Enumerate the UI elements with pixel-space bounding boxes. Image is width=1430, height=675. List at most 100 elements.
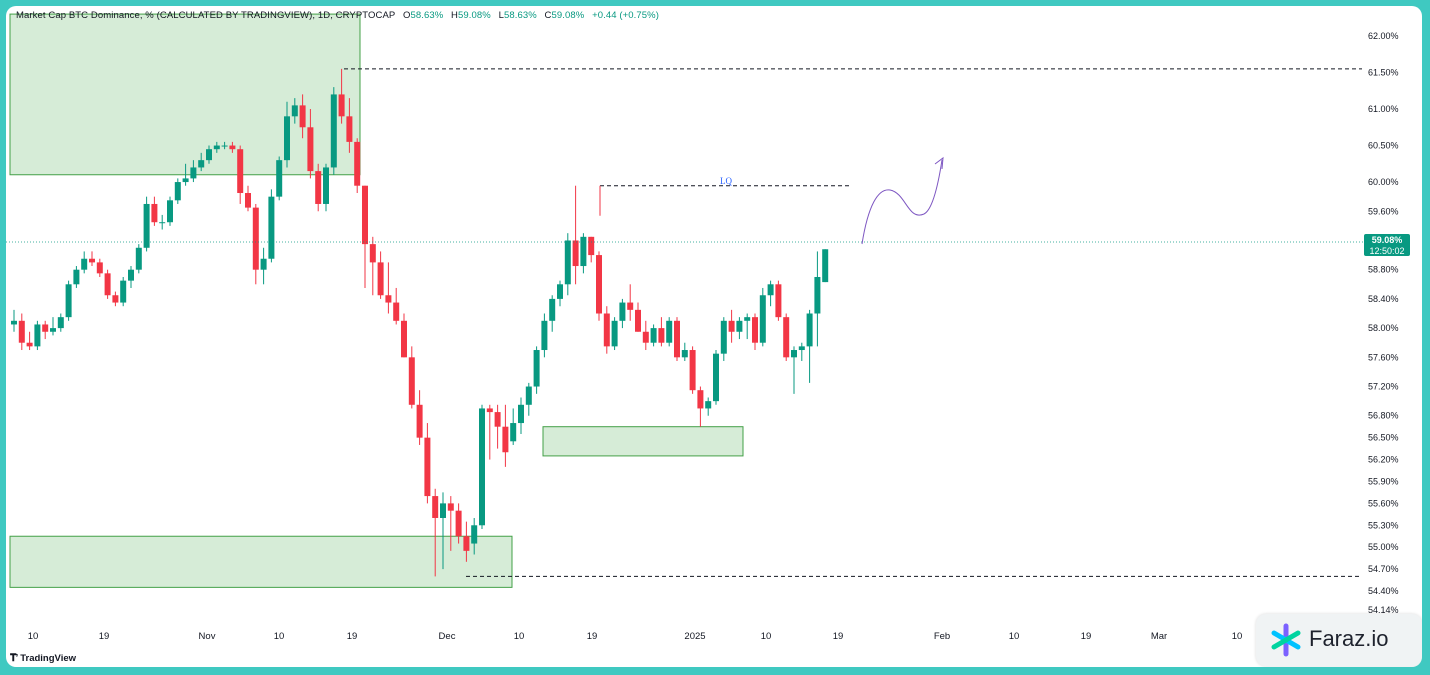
candle-body xyxy=(713,353,719,402)
symbol-header: Market Cap BTC Dominance, % (CALCULATED … xyxy=(16,10,659,21)
x-tick-label: 19 xyxy=(833,631,844,642)
candle-body xyxy=(18,320,25,343)
y-tick-label: 55.60% xyxy=(1368,498,1399,508)
candle-body xyxy=(42,324,49,332)
candle-body xyxy=(432,496,439,518)
candle-body xyxy=(440,503,446,518)
tradingview-logo[interactable]: 𝐓’ TradingView xyxy=(10,653,76,664)
x-tick-label: 19 xyxy=(99,631,110,642)
candle-body xyxy=(541,320,548,351)
candle-body xyxy=(268,196,275,259)
close-label: C xyxy=(544,10,552,21)
chart-frame: 62.00%61.50%61.00%60.50%60.00%59.60%59.2… xyxy=(6,6,1422,667)
y-tick-label: 57.20% xyxy=(1368,382,1399,392)
candle-body xyxy=(744,317,751,321)
candle-body xyxy=(65,284,72,318)
demand-supply-zone xyxy=(542,426,744,457)
high-label: H xyxy=(451,10,458,21)
candle-body xyxy=(510,423,517,442)
tv-logo-icon: 𝐓’ xyxy=(10,653,18,664)
x-tick-label: 2025 xyxy=(684,631,705,642)
candle-body xyxy=(104,273,111,296)
x-tick-label: Nov xyxy=(199,631,216,642)
candle-body xyxy=(533,350,540,387)
candle-body xyxy=(814,276,821,314)
candle-body xyxy=(284,116,290,161)
demand-supply-zone xyxy=(9,535,513,588)
candle-body xyxy=(416,404,423,438)
y-tick-label: 61.50% xyxy=(1368,68,1399,78)
candle-body xyxy=(728,320,735,332)
candle-body xyxy=(237,149,244,194)
candle-body xyxy=(572,240,579,267)
open-label: O xyxy=(402,10,411,21)
candle-body xyxy=(627,302,634,310)
candle-body xyxy=(315,171,322,204)
arrow-head-icon xyxy=(934,156,944,170)
candle-body xyxy=(182,178,189,183)
x-tick-label: 19 xyxy=(1081,631,1092,642)
y-tick-label: 60.50% xyxy=(1368,141,1399,151)
candle-body xyxy=(174,182,181,201)
bar-countdown: 12:50:02 xyxy=(1369,245,1405,256)
candle-body xyxy=(674,320,680,358)
x-tick-label: 19 xyxy=(347,631,358,642)
candle-body xyxy=(705,401,712,409)
close-value: 59.08% xyxy=(551,10,585,21)
candle-body xyxy=(775,284,782,318)
candle-body xyxy=(689,350,696,391)
candle-body xyxy=(650,328,657,343)
faraz-logo-icon xyxy=(1271,623,1301,657)
candle-body xyxy=(346,116,353,142)
candle-body xyxy=(120,280,127,303)
lq-label: LQ xyxy=(720,176,732,186)
candle-body xyxy=(151,203,158,223)
change-value: +0.44 (+0.75%) xyxy=(592,10,659,21)
candle-body xyxy=(338,94,345,117)
candle-body xyxy=(603,313,610,347)
candle-body xyxy=(424,437,431,497)
candle-body xyxy=(354,141,361,186)
candle-body xyxy=(330,94,337,168)
y-tick-label: 62.00% xyxy=(1368,31,1399,41)
candle-body xyxy=(276,160,283,197)
candle-body xyxy=(323,167,329,204)
candle-body xyxy=(135,247,142,270)
tradingview-text: TradingView xyxy=(20,653,77,664)
y-tick-label: 56.50% xyxy=(1368,433,1399,443)
y-tick-label: 56.80% xyxy=(1368,411,1399,421)
candle-body xyxy=(393,302,400,321)
candle-body xyxy=(299,105,306,128)
candle-body xyxy=(447,503,454,511)
candle-body xyxy=(89,258,95,263)
candle-body xyxy=(245,193,251,208)
candle-body xyxy=(752,317,758,343)
projection-arrow xyxy=(861,159,943,245)
candle-body xyxy=(806,313,813,347)
candle-body xyxy=(557,284,563,299)
candle-body xyxy=(369,244,376,263)
candle-body xyxy=(50,328,56,332)
candle-body xyxy=(494,412,501,427)
x-tick-label: 19 xyxy=(587,631,598,642)
candle-body xyxy=(34,324,41,347)
candle-body xyxy=(463,536,470,551)
candlestick-chart[interactable]: 62.00%61.50%61.00%60.50%60.00%59.60%59.2… xyxy=(6,6,1422,667)
y-tick-label: 58.00% xyxy=(1368,323,1399,333)
y-tick-label: 56.20% xyxy=(1368,455,1399,465)
y-tick-label: 54.14% xyxy=(1368,605,1399,615)
open-value: 58.63% xyxy=(410,10,444,21)
candle-body xyxy=(11,320,17,325)
candle-body xyxy=(471,525,478,544)
candle-body xyxy=(455,510,462,537)
candle-body xyxy=(767,284,774,296)
candle-body xyxy=(486,408,493,413)
candle-body xyxy=(596,255,602,314)
x-tick-label: 10 xyxy=(28,631,39,642)
candle-body xyxy=(580,236,587,267)
candle-body xyxy=(385,295,392,303)
candle-body xyxy=(260,258,267,270)
x-tick-label: Mar xyxy=(1151,631,1167,642)
candle-body xyxy=(791,350,797,358)
candle-body xyxy=(408,357,415,405)
